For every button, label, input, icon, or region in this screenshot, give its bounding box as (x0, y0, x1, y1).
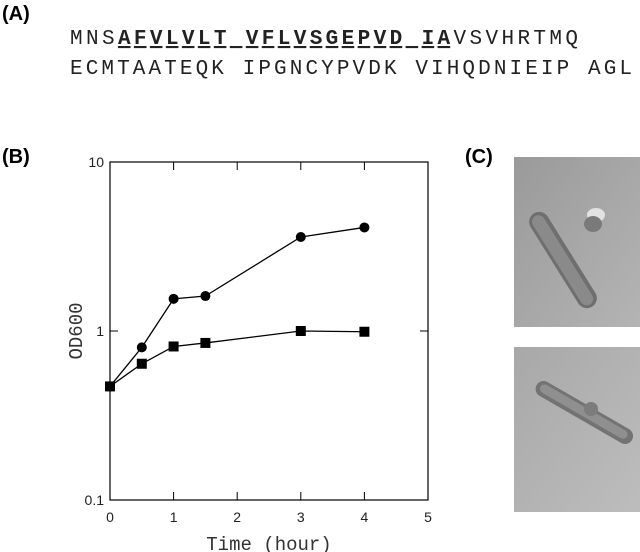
x-tick-label: 2 (233, 509, 241, 525)
micrograph (514, 157, 640, 327)
y-tick-label: 1 (96, 323, 104, 339)
x-tick-label: 1 (170, 509, 178, 525)
plot-frame (109, 161, 429, 501)
series-line (109, 330, 365, 387)
sequence-segment: MNS (70, 28, 115, 51)
data-point (168, 293, 179, 304)
data-point (359, 326, 370, 337)
data-point (168, 341, 179, 352)
data-point (200, 291, 211, 302)
y-axis-label: OD600 (66, 302, 88, 359)
data-point (295, 326, 306, 336)
data-point (295, 231, 306, 242)
data-point (136, 342, 147, 353)
data-point (359, 222, 370, 233)
micrograph (514, 347, 640, 512)
series-line (109, 226, 365, 387)
data-point (200, 337, 211, 348)
x-tick-label: 5 (424, 509, 432, 525)
x-tick-label: 3 (297, 509, 305, 525)
data-point (105, 381, 115, 392)
signal-peptide: AFVLVLT VFLVSGEPVD IA (118, 28, 451, 51)
panel-label: (A) (2, 3, 30, 25)
x-axis-label: Time (hour) (206, 534, 331, 552)
x-tick-label: 0 (106, 509, 114, 525)
x-tick-label: 4 (361, 509, 369, 525)
sequence-segment: VSVHRTMQ (454, 28, 578, 51)
y-tick-label: 10 (88, 154, 104, 170)
sequence-line: ECMTAATEQK IPGNCYPVDK VIHQDNIEIP AGL (70, 58, 632, 81)
panel-label: (B) (2, 146, 30, 168)
y-tick-label: 0.1 (85, 492, 105, 508)
sequence-line: MNS AFVLVLT VFLVSGEPVD IA VSVHRTMQ (70, 28, 578, 51)
data-point (136, 358, 147, 369)
panel-label: (C) (465, 146, 493, 168)
